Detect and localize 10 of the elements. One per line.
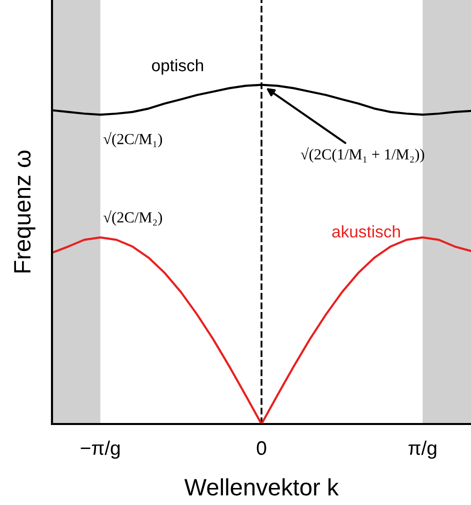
y-axis-title: Frequenz ω (14, 150, 36, 272)
x-axis-title: Wellenvektor k (184, 478, 339, 496)
x-tick-label: −π/g (80, 440, 120, 459)
series-label: akustisch (332, 225, 400, 238)
x-tick-label: 0 (256, 441, 266, 455)
annotation: √(2C/M₁) (104, 132, 162, 148)
series-label: optisch (152, 59, 204, 75)
annotation: √(2C/M₂) (104, 210, 162, 226)
x-tick-label: π/g (408, 440, 436, 459)
annotation: √(2C(1/M₁ + 1/M₂)) (300, 147, 424, 163)
